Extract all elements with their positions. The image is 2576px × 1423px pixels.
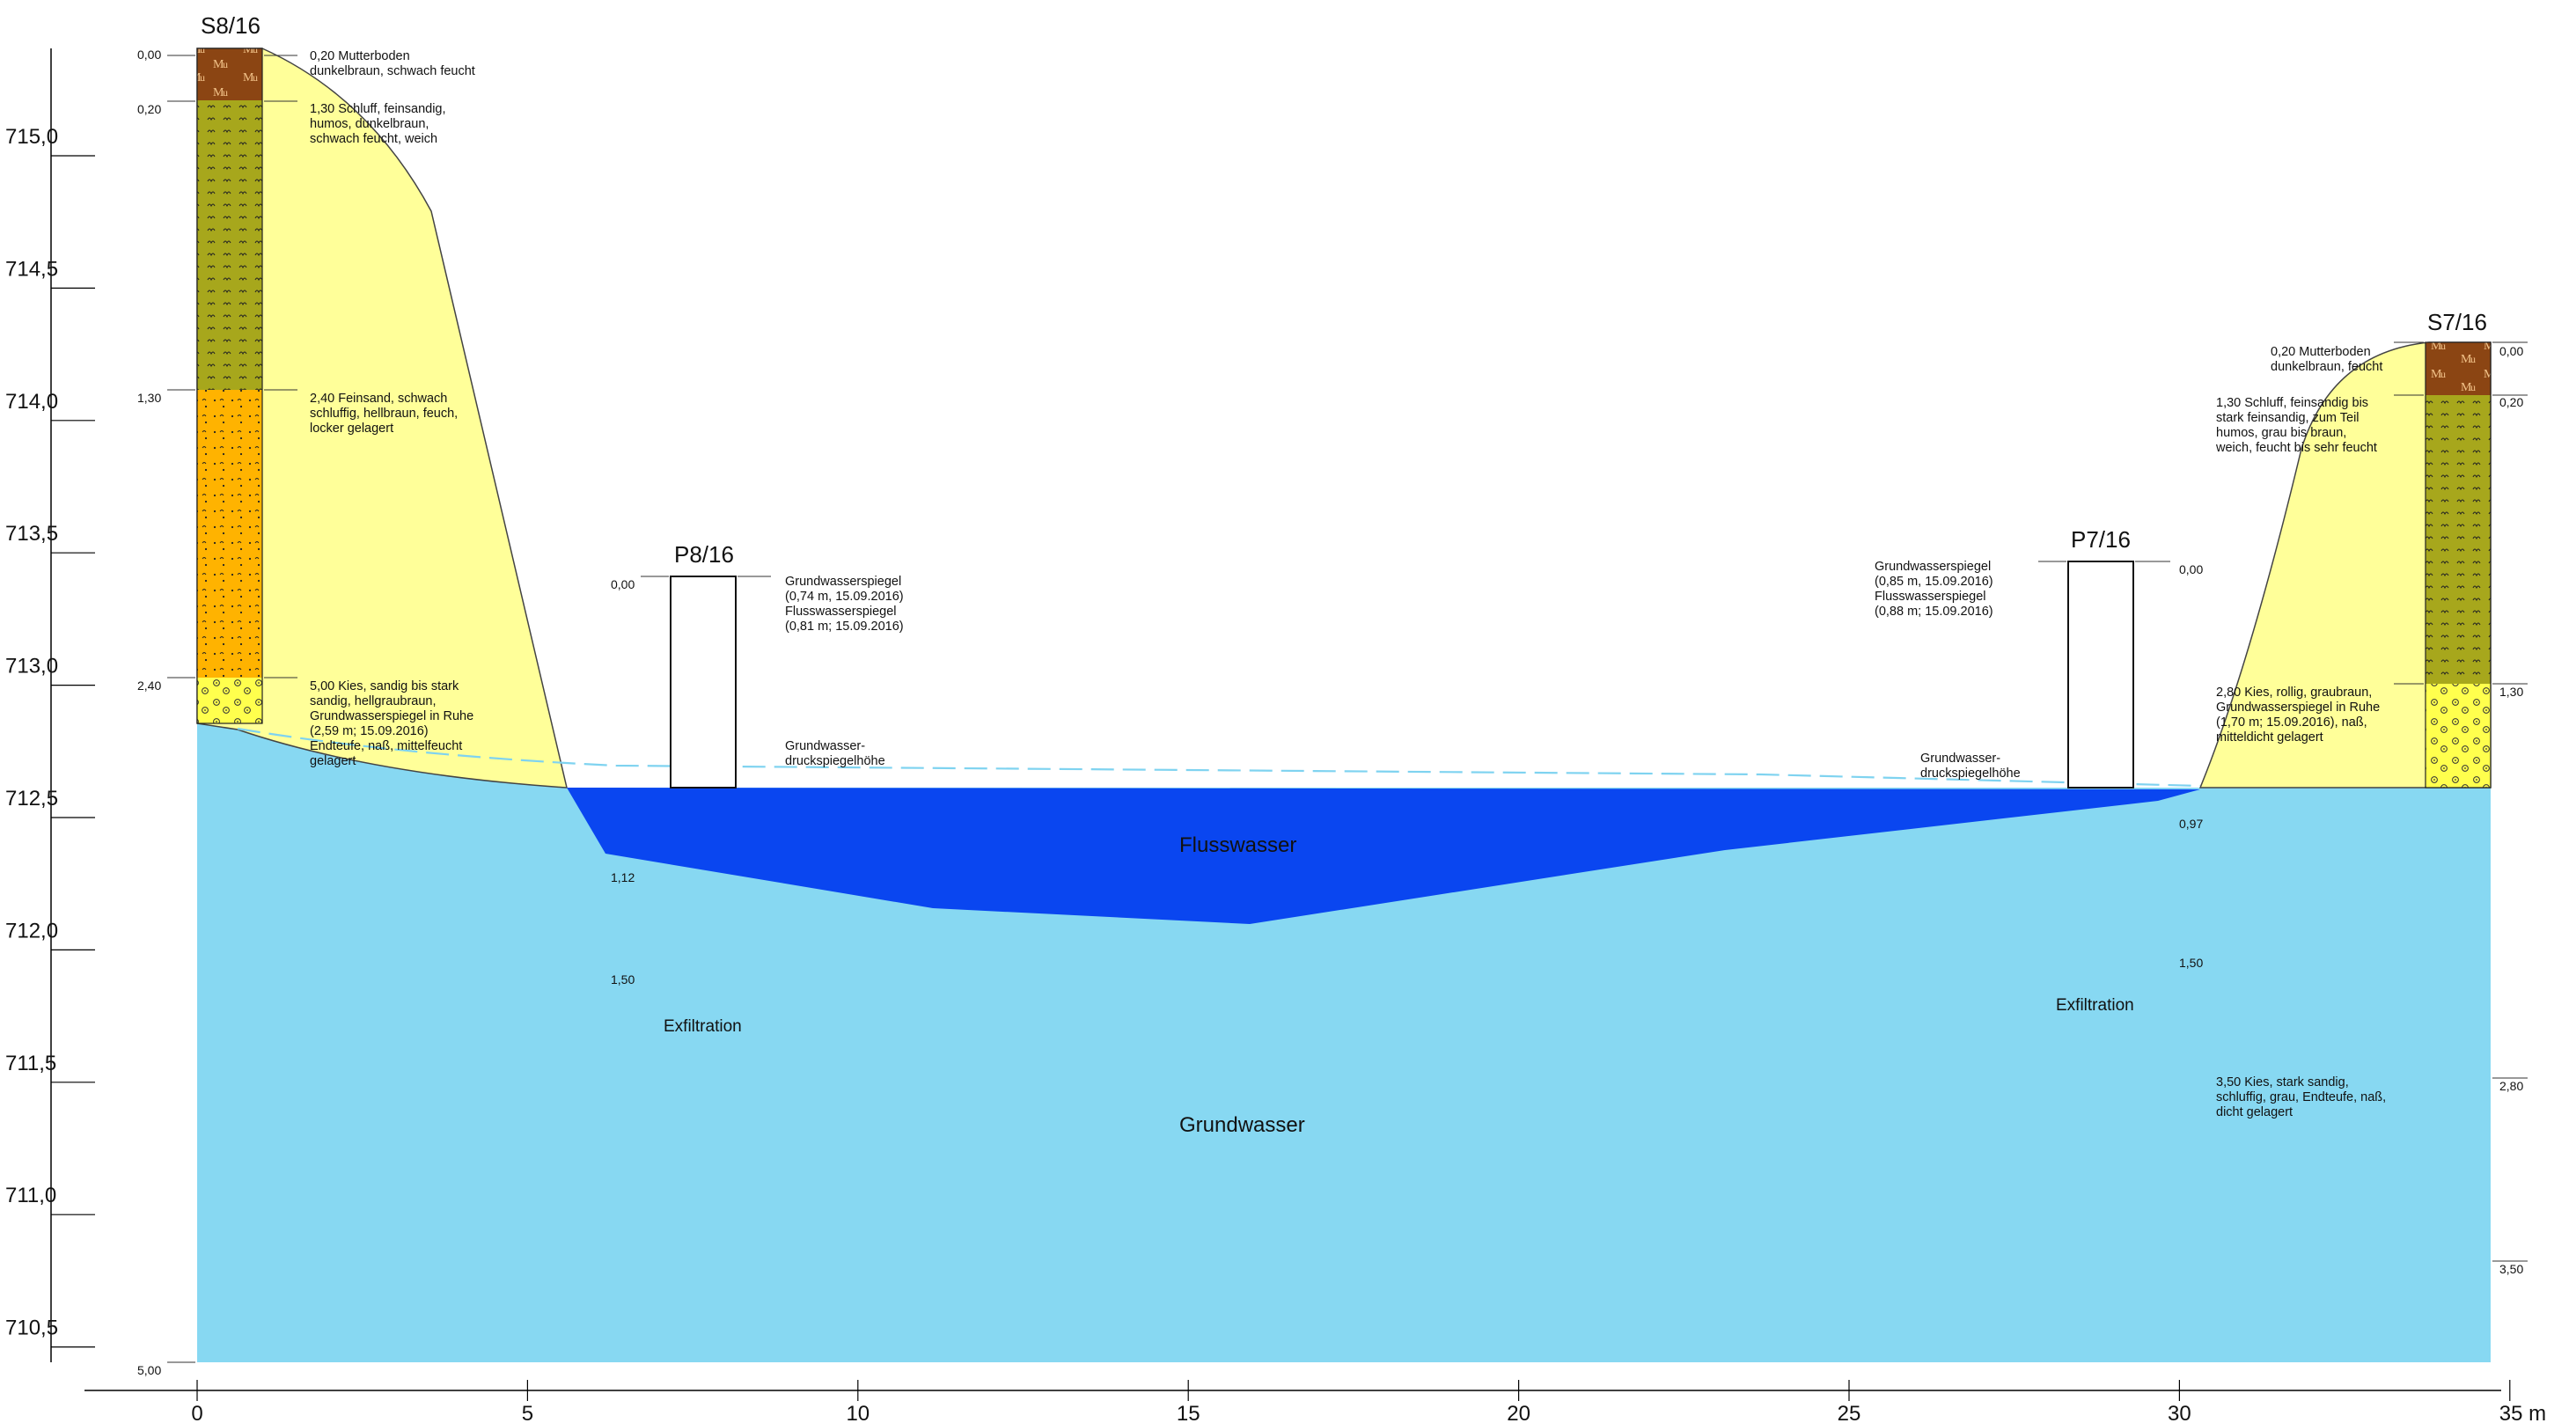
y-axis-ticks: 715,0 714,5 714,0 713,5 713,0 712,5 712,0 711,5… [5,125,95,1347]
p8-pressure-label: Grundwasser-druckspiegelhöhe [785,739,885,768]
x-tick-label: 25 [1838,1402,1861,1423]
s8-layer-kies [197,678,262,723]
s7-layer-schluff [2426,395,2491,684]
s8-depth-3: 2,40 [137,678,161,693]
p8-depth-1: 1,12 [611,870,635,884]
s7-depth-1: 0,20 [2499,395,2523,409]
y-tick-label: 714,5 [5,257,58,281]
s7-depth-4: 3,50 [2499,1262,2523,1276]
y-tick-label: 711,5 [5,1052,56,1075]
s7-layer-mutterboden [2426,342,2491,395]
p7-depth-1: 0,97 [2179,817,2203,831]
y-tick-label: 713,0 [5,655,58,678]
x-tick-label: 30 [2168,1402,2191,1423]
p8-note: Grundwasserspiegel (0,74 m, 15.09.2016) Fl… [785,575,904,634]
p7-note: Grundwasserspiegel (0,85 m, 15.09.2016) Fl… [1875,560,1993,619]
exfiltration-label-right: Exfiltration [2056,996,2134,1015]
s8-layer-desc-1: 0,20 Mutterboden dunkelbraun, schwach feu… [310,49,475,78]
s8-depth-2: 1,30 [137,391,161,405]
river-label: Flusswasser [1179,833,1296,857]
y-tick-label: 715,0 [5,125,58,149]
borehole-s8 [197,48,262,723]
piezometer-p8-title: P8/16 [674,541,734,568]
x-tick-label: 15 [1177,1402,1200,1423]
s8-depth-0: 0,00 [137,48,161,62]
borehole-s7 [2426,342,2491,788]
p7-pressure-label: Grundwasser-druckspiegelhöhe [1920,752,2021,781]
exfiltration-label-left: Exfiltration [664,1017,742,1036]
y-tick-label: 714,0 [5,390,58,414]
s8-layer-mutterboden [197,48,262,100]
s7-depth-3: 2,80 [2499,1079,2523,1093]
x-tick-label: 20 [1507,1402,1530,1423]
p7-top-depth: 0,00 [2179,562,2203,576]
s8-depth-4: 5,00 [137,1363,161,1377]
s7-layer-desc-1: 0,20 Mutterboden dunkelbraun, feucht [2271,345,2382,374]
x-tick-label: 5 [522,1402,533,1423]
y-tick-label: 712,0 [5,919,58,943]
piezometer-p8-pipe [671,576,736,788]
x-tick-label: 0 [191,1402,202,1423]
y-tick-label: 710,5 [5,1317,58,1340]
s7-layer-kies [2426,684,2491,788]
s8-layer-feinsand [197,390,262,678]
borehole-s7-title: S7/16 [2427,309,2487,335]
y-tick-label: 713,5 [5,522,58,546]
groundwater-label: Grundwasser [1179,1113,1305,1137]
piezometer-p7-title: P7/16 [2071,526,2131,553]
y-tick-label: 712,5 [5,787,58,811]
s8-layer-desc-2: 1,30 Schluff, feinsandig, humos, dunkelbr… [310,102,446,146]
x-tick-label: 10 [846,1402,870,1423]
s8-depth-1: 0,20 [137,102,161,116]
s7-depth-0: 0,00 [2499,344,2523,358]
p8-top-depth: 0,00 [611,577,635,591]
p7-depth-2: 1,50 [2179,956,2203,970]
p8-depth-2: 1,50 [611,972,635,987]
borehole-s8-title: S8/16 [201,12,261,39]
s7-depth-2: 1,30 [2499,685,2523,699]
x-axis-ticks: 0 5 10 15 20 25 30 35 m [191,1380,2546,1423]
y-tick-label: 711,0 [5,1184,56,1207]
piezometer-p7-pipe [2068,561,2133,788]
x-tick-label: 35 m [2499,1402,2546,1423]
s8-layer-schluff [197,100,262,390]
